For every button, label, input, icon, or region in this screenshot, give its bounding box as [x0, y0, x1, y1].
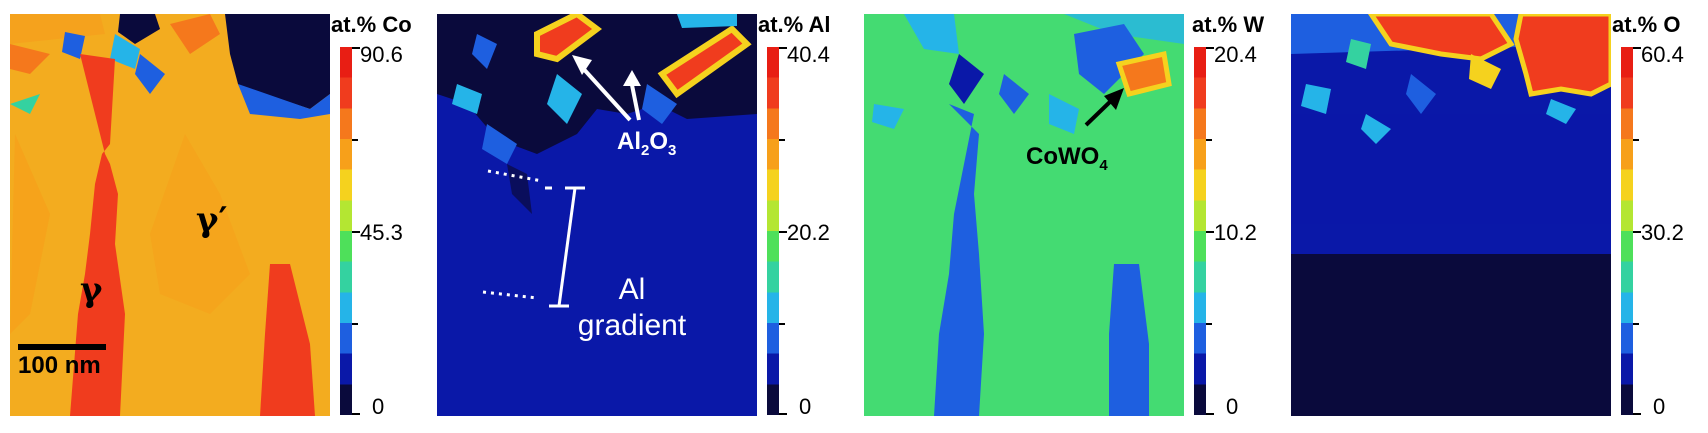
tick-q3-al — [779, 139, 785, 141]
cowo4-sub: 4 — [1099, 156, 1108, 174]
map-co — [10, 14, 330, 416]
tick-max-co — [352, 47, 360, 49]
tick-q3-o — [1633, 139, 1639, 141]
tick-q1-co — [352, 323, 358, 325]
tick-min-o — [1633, 413, 1641, 415]
tick-max-al — [779, 47, 787, 49]
cowo4-text: CoWO — [1026, 143, 1100, 170]
colorbar-w — [1194, 47, 1206, 415]
tick-label-max-al: 40.4 — [787, 42, 830, 67]
tick-label-min-w: 0 — [1226, 394, 1239, 419]
gamma-label: γ — [80, 270, 103, 310]
tick-min-co — [352, 413, 360, 415]
tick-mid-co — [352, 231, 360, 233]
map-o — [1291, 14, 1611, 416]
annotation-lines-al — [482, 55, 641, 308]
tick-q3-w — [1206, 139, 1212, 141]
tick-label-mid-o: 30.2 — [1641, 220, 1684, 245]
annotation-arrow-w — [1084, 88, 1124, 127]
colorbar-title-o: at.% O — [1612, 12, 1681, 37]
tick-q1-o — [1633, 323, 1639, 325]
tick-mid-al — [779, 231, 787, 233]
al2o3-sub2: 2 — [641, 141, 650, 159]
tick-q3-co — [352, 139, 358, 141]
al-gradient-line1: Al — [618, 273, 646, 306]
map-al — [437, 14, 757, 416]
tick-max-w — [1206, 47, 1214, 49]
tick-mid-w — [1206, 231, 1214, 233]
al-gradient-label: Al gradient — [562, 272, 702, 344]
tick-label-max-w: 20.4 — [1214, 42, 1257, 67]
tick-max-o — [1633, 47, 1641, 49]
tick-label-min-co: 0 — [372, 394, 385, 419]
al2o3-al: Al — [617, 128, 641, 155]
colorbar-co — [340, 47, 352, 415]
map-w — [864, 14, 1184, 416]
tick-label-max-o: 60.4 — [1641, 42, 1684, 67]
tick-q1-al — [779, 323, 785, 325]
colorbar-title-co: at.% Co — [331, 12, 412, 37]
tick-label-mid-w: 10.2 — [1214, 220, 1257, 245]
tick-label-mid-co: 45.3 — [360, 220, 403, 245]
tick-label-mid-al: 20.2 — [787, 220, 830, 245]
al2o3-label: Al2O3 — [617, 128, 676, 159]
panel-al: Al2O3 Al gradient at.% Al 40.4 20.2 0 — [427, 0, 854, 433]
tick-mid-o — [1633, 231, 1641, 233]
tick-label-min-o: 0 — [1653, 394, 1666, 419]
tick-label-max-co: 90.6 — [360, 42, 403, 67]
tick-min-w — [1206, 413, 1214, 415]
panel-co: γ γ′ 100 nm at.% Co 90.6 45.3 0 — [0, 0, 427, 433]
colorbar-al — [767, 47, 779, 415]
panel-o: at.% O 60.4 30.2 0 — [1281, 0, 1708, 433]
tick-q1-w — [1206, 323, 1212, 325]
scale-bar-label: 100 nm — [18, 352, 101, 379]
tick-min-al — [779, 413, 787, 415]
cowo4-label: CoWO4 — [1026, 143, 1108, 174]
scale-bar — [18, 344, 106, 350]
al-gradient-line2: gradient — [577, 309, 687, 342]
gamma-prime-label: γ′ — [196, 200, 228, 240]
al2o3-o: O — [649, 128, 669, 155]
al2o3-sub3: 3 — [668, 141, 677, 159]
colorbar-title-al: at.% Al — [758, 12, 831, 37]
panel-w: CoWO4 at.% W 20.4 10.2 0 — [854, 0, 1281, 433]
tick-label-min-al: 0 — [799, 394, 812, 419]
colorbar-title-w: at.% W — [1192, 12, 1265, 37]
colorbar-o — [1621, 47, 1633, 415]
